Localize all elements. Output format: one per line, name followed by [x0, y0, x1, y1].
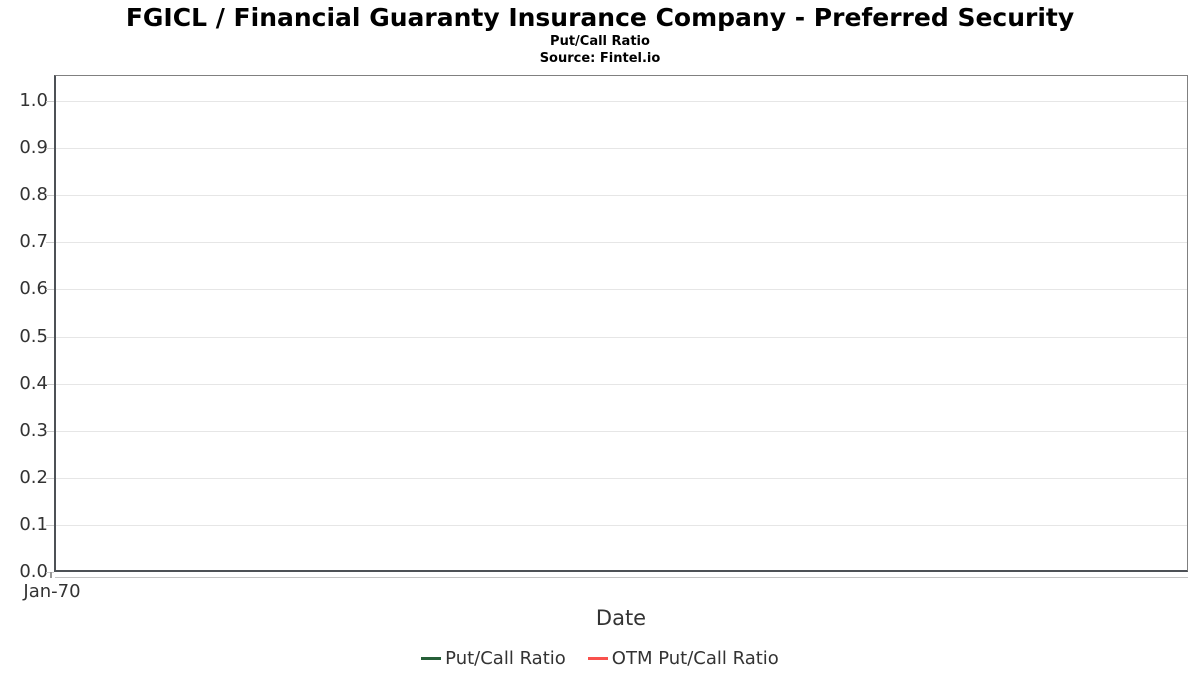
y-tick-label: 0.7	[19, 231, 48, 253]
y-tick-label: 0.8	[19, 184, 48, 206]
legend-item[interactable]: OTM Put/Call Ratio	[587, 647, 779, 669]
y-gridline	[56, 336, 1187, 338]
x-axis-title: Date	[595, 606, 647, 630]
chart-source-label: Source: Fintel.io	[539, 51, 661, 66]
chart-title: FGICL / Financial Guaranty Insurance Com…	[125, 3, 1075, 32]
y-tick-mark	[46, 101, 54, 102]
legend: Put/Call Ratio OTM Put/Call Ratio	[0, 645, 1200, 671]
plot-area	[54, 75, 1188, 572]
x-axis-tick-mark	[50, 572, 52, 578]
y-gridline	[56, 195, 1187, 197]
y-tick-mark	[46, 242, 54, 244]
y-tick-mark	[46, 383, 54, 385]
y-tick-label: 0.6	[19, 278, 48, 300]
y-gridline	[56, 477, 1187, 479]
y-tick-label: 0.9	[19, 137, 48, 159]
y-gridline	[56, 148, 1187, 150]
y-tick-mark	[46, 195, 54, 197]
legend-label: OTM Put/Call Ratio	[611, 647, 779, 669]
y-tick-mark	[46, 430, 54, 432]
y-tick-label: 0.1	[19, 513, 48, 535]
x-axis-baseline	[55, 577, 1188, 578]
y-tick-mark	[46, 148, 54, 150]
y-tick-label: 0.5	[19, 325, 48, 347]
y-tick-mark	[46, 524, 54, 526]
legend-item[interactable]: Put/Call Ratio	[421, 648, 566, 669]
y-tick-label: 0.3	[19, 419, 48, 441]
x-tick-label: Jan-70	[23, 581, 81, 602]
y-tick-mark	[46, 289, 54, 291]
y-gridline	[56, 289, 1187, 291]
y-tick-label: 1.0	[19, 90, 48, 111]
y-gridline	[56, 101, 1187, 102]
y-gridline	[56, 242, 1187, 244]
y-gridline	[56, 430, 1187, 432]
y-tick-label: 0.2	[19, 466, 48, 488]
y-tick-label: 0.4	[19, 372, 48, 394]
legend-line-marker	[421, 656, 442, 660]
y-tick-mark	[46, 477, 54, 479]
legend-label: Put/Call Ratio	[445, 647, 566, 669]
legend-line-marker	[587, 656, 608, 660]
chart-subtitle: Put/Call Ratio	[550, 34, 650, 49]
y-tick-mark	[46, 336, 54, 338]
y-gridline	[56, 524, 1187, 526]
y-gridline	[56, 383, 1187, 385]
y-tick-label: 0.0	[19, 561, 48, 582]
